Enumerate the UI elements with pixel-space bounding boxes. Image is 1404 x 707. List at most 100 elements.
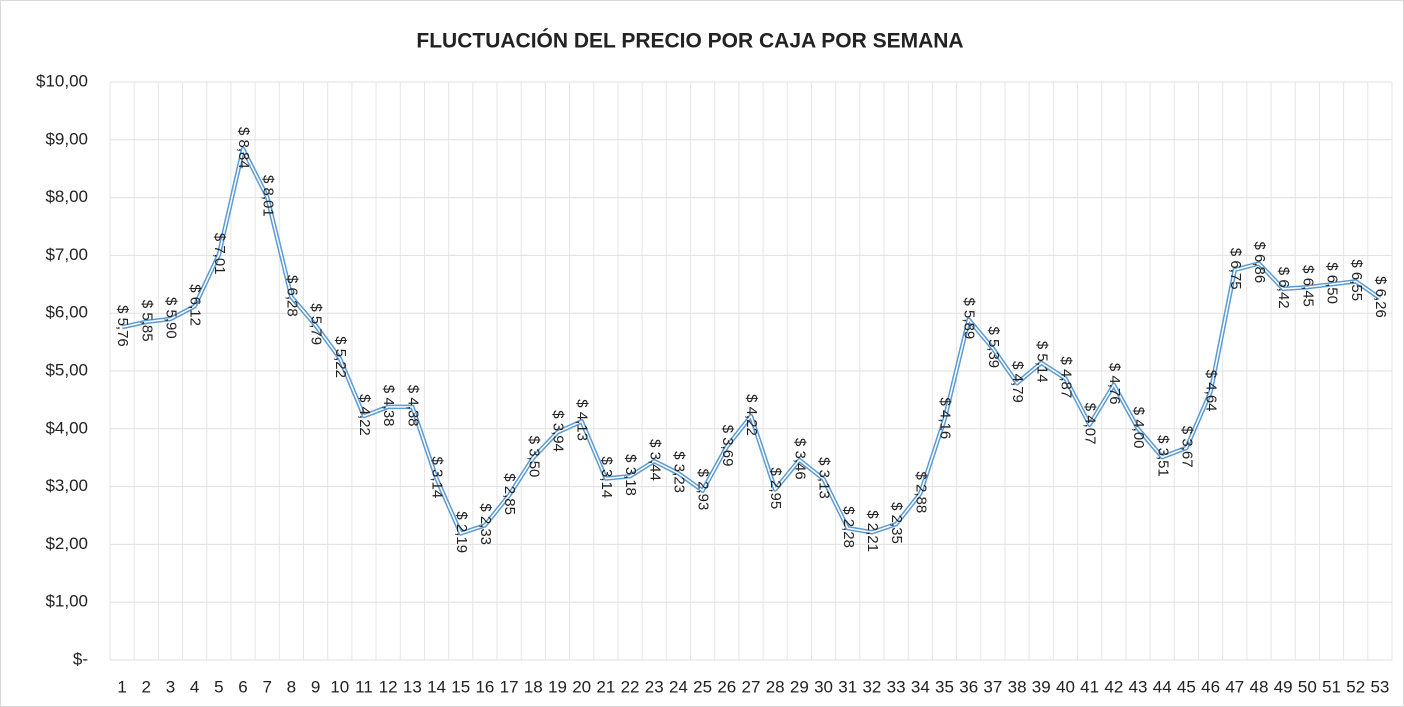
x-tick-label: 14 (427, 677, 446, 696)
data-label: $ 3,44 (646, 439, 663, 481)
chart-title: FLUCTUACIÓN DEL PRECIO POR CAJA POR SEMA… (416, 29, 963, 53)
y-tick-label: $4,00 (45, 418, 88, 437)
data-label: $ 5,22 (332, 336, 349, 378)
x-tick-label: 46 (1201, 677, 1220, 696)
x-tick-label: 51 (1322, 677, 1341, 696)
x-tick-label: 7 (262, 677, 271, 696)
data-label: $ 5,79 (308, 303, 325, 345)
data-label: $ 4,22 (356, 394, 373, 436)
x-tick-label: 28 (766, 677, 785, 696)
data-label: $ 5,85 (138, 300, 155, 342)
x-tick-label: 15 (451, 677, 470, 696)
x-tick-label: 36 (959, 677, 978, 696)
x-tick-label: 17 (500, 677, 519, 696)
data-label: $ 4,64 (1203, 370, 1220, 412)
data-label: $ 3,69 (719, 425, 736, 467)
data-label: $ 2,19 (453, 511, 470, 553)
x-tick-label: 45 (1177, 677, 1196, 696)
y-tick-label: $2,00 (45, 534, 88, 553)
data-label: $ 4,13 (574, 399, 591, 441)
data-label: $ 3,14 (598, 457, 615, 499)
data-label: $ 3,18 (622, 454, 639, 496)
x-tick-label: 24 (669, 677, 688, 696)
x-tick-label: 2 (142, 677, 151, 696)
data-label: $ 3,67 (1178, 426, 1195, 468)
x-tick-label: 40 (1056, 677, 1075, 696)
x-tick-label: 8 (287, 677, 296, 696)
data-label: $ 5,39 (985, 326, 1002, 368)
x-tick-label: 25 (693, 677, 712, 696)
x-tick-label: 50 (1298, 677, 1317, 696)
y-tick-label: $6,00 (45, 303, 88, 322)
data-label: $ 3,50 (525, 436, 542, 478)
x-tick-label: 11 (355, 677, 373, 696)
x-tick-label: 30 (814, 677, 833, 696)
y-tick-label: $1,00 (45, 592, 88, 611)
data-label: $ 4,22 (743, 394, 760, 436)
y-tick-label: $7,00 (45, 245, 88, 264)
y-tick-label: $8,00 (45, 187, 88, 206)
y-tick-label: $10,00 (36, 71, 88, 90)
x-tick-label: 18 (524, 677, 543, 696)
data-label: $ 3,46 (791, 438, 808, 480)
data-label: $ 4,16 (937, 398, 954, 440)
data-label: $ 3,14 (429, 457, 446, 499)
x-tick-label: 44 (1153, 677, 1172, 696)
data-label: $ 6,55 (1348, 259, 1365, 301)
line-inner (121, 148, 1381, 535)
x-tick-label: 21 (596, 677, 615, 696)
data-label: $ 5,76 (114, 305, 131, 347)
x-tick-label: 37 (983, 677, 1002, 696)
x-tick-label: 31 (838, 677, 857, 696)
x-tick-label: 42 (1104, 677, 1123, 696)
data-label: $ 2,35 (888, 502, 905, 544)
x-tick-label: 23 (645, 677, 664, 696)
x-tick-label: 53 (1370, 677, 1389, 696)
x-tick-label: 38 (1008, 677, 1027, 696)
data-label: $ 5,89 (961, 298, 978, 340)
data-label: $ 4,00 (1130, 407, 1147, 449)
data-label: $ 7,01 (211, 233, 228, 275)
data-label: $ 6,12 (187, 284, 204, 326)
x-tick-label: 29 (790, 677, 809, 696)
x-tick-label: 26 (717, 677, 736, 696)
y-tick-label: $9,00 (45, 129, 88, 148)
data-label: $ 4,79 (1009, 361, 1026, 403)
data-label: $ 4,38 (404, 385, 421, 427)
data-label: $ 4,38 (380, 385, 397, 427)
data-label: $ 6,50 (1324, 262, 1341, 304)
data-label: $ 2,85 (501, 473, 518, 515)
x-tick-label: 52 (1346, 677, 1365, 696)
x-tick-label: 32 (862, 677, 881, 696)
x-tick-label: 10 (330, 677, 349, 696)
data-label: $ 3,13 (816, 457, 833, 499)
x-tick-label: 13 (403, 677, 422, 696)
data-label: $ 2,88 (912, 472, 929, 514)
x-tick-label: 34 (911, 677, 930, 696)
data-label: $ 6,42 (1275, 267, 1292, 309)
x-tick-label: 35 (935, 677, 954, 696)
x-tick-label: 27 (742, 677, 761, 696)
x-tick-label: 20 (572, 677, 591, 696)
data-label: $ 6,26 (1372, 276, 1389, 318)
x-tick-label: 39 (1032, 677, 1051, 696)
x-tick-label: 43 (1129, 677, 1148, 696)
x-tick-label: 9 (311, 677, 320, 696)
data-label: $ 2,95 (767, 467, 784, 509)
data-label: $ 6,45 (1299, 265, 1316, 307)
x-tick-label: 5 (214, 677, 223, 696)
x-tick-label: 4 (190, 677, 199, 696)
x-tick-label: 3 (166, 677, 175, 696)
data-label: $ 5,14 (1033, 341, 1050, 383)
data-label: $ 8,84 (235, 127, 252, 169)
data-label: $ 2,33 (477, 503, 494, 545)
x-tick-label: 47 (1225, 677, 1244, 696)
x-tick-label: 22 (621, 677, 640, 696)
data-label: $ 2,28 (840, 506, 857, 548)
data-label: $ 2,21 (864, 510, 881, 552)
data-label: $ 6,28 (283, 275, 300, 317)
x-tick-label: 49 (1274, 677, 1293, 696)
x-tick-label: 6 (238, 677, 247, 696)
